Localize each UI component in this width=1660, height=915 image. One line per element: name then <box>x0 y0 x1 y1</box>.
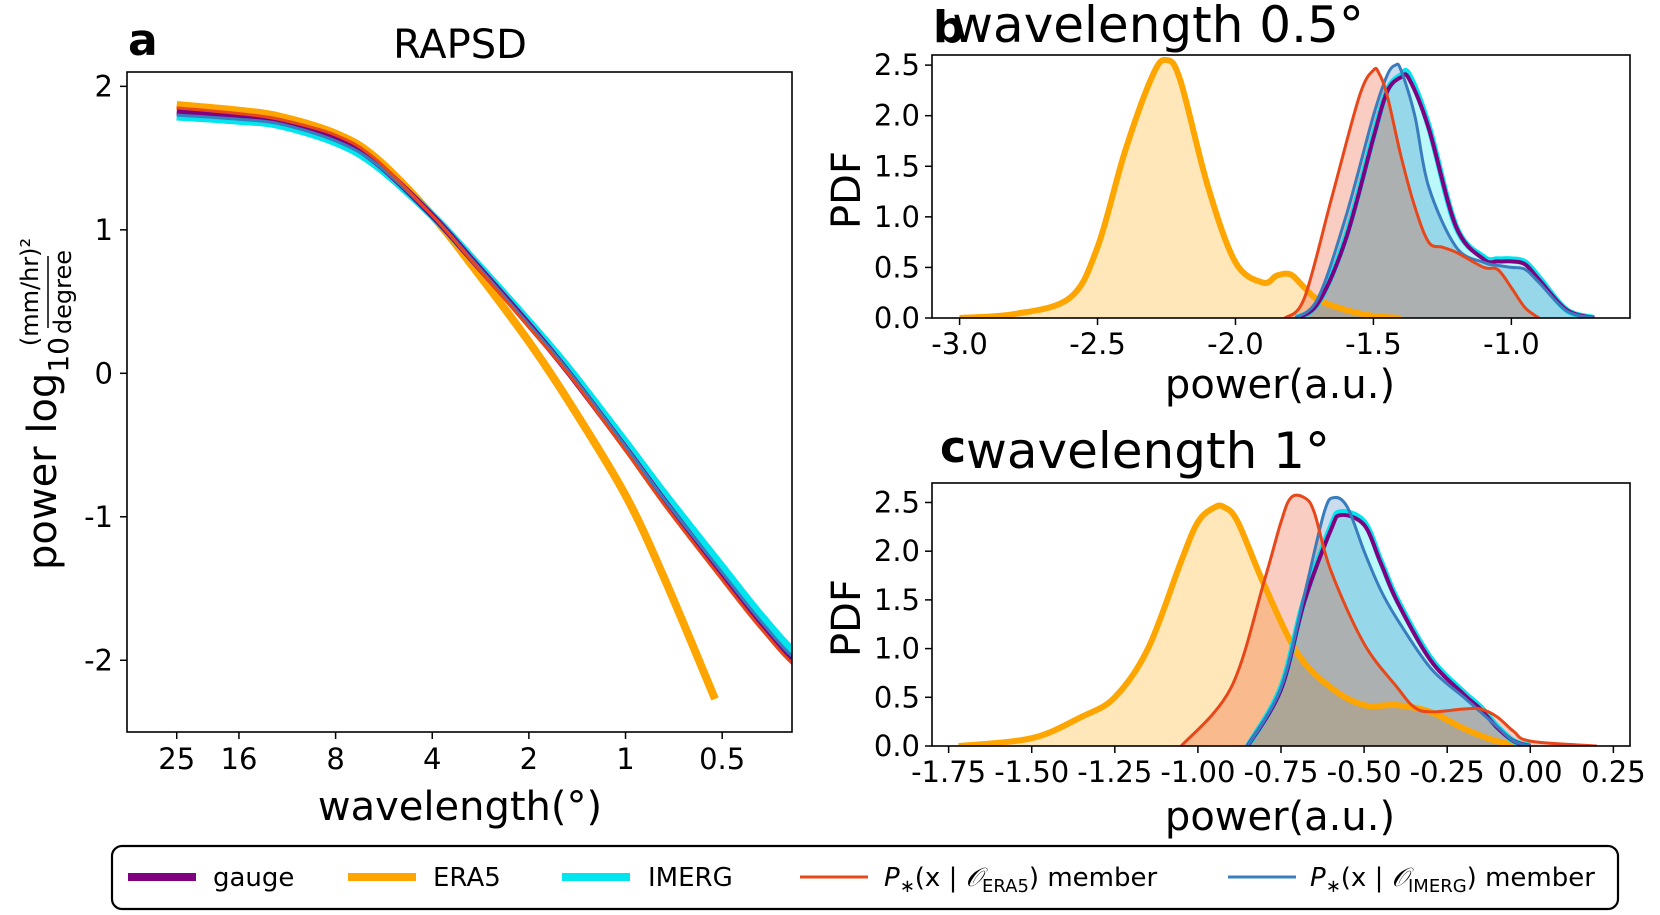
panel-a-series-member_era5 <box>176 106 792 666</box>
y-label-sub: 10 <box>42 337 75 373</box>
panel-letter-c: c <box>940 422 966 473</box>
panel-b-y-tick-label: 2.5 <box>874 48 920 82</box>
panel-a-title: RAPSD <box>393 22 527 68</box>
panel-b-x-tick-label: -3.0 <box>931 327 988 361</box>
panel-c-series-member_imerg <box>1246 495 1531 746</box>
panel-c-x-tick-label: -0.75 <box>1243 755 1318 789</box>
y-label-main: power log <box>20 373 66 570</box>
panel-a-series-member_imerg <box>176 113 792 659</box>
svg-text:power log10: power log10 <box>20 337 75 570</box>
legend: gauge ERA5 IMERG P∗(x | 𝒪ERA5) member P∗… <box>110 844 1620 911</box>
panel-letter-a: a <box>128 15 158 66</box>
panel-c-x-ticks: -1.75 -1.50 -1.25 -1.00 -0.75 -0.50 -0.25 0.00 0… <box>911 746 1646 789</box>
panel-b-title: wavelength 0.5° <box>952 0 1364 54</box>
panel-b-x-tick-label: -1.0 <box>1483 327 1540 361</box>
panel-b-y-tick-label: 2.0 <box>874 99 920 133</box>
panel-a-series-imerg <box>176 112 792 656</box>
panel-a-series-era5 <box>176 101 719 701</box>
panel-c-title: wavelength 1° <box>966 422 1330 480</box>
panel-a-y-label: power log10 (mm/hr)² degree <box>16 238 77 570</box>
panel-a-x-tick-label: 16 <box>221 742 258 776</box>
panel-a-x-tick-label: 8 <box>326 742 344 776</box>
panel-a-plot-area <box>176 101 792 701</box>
panel-c-x-tick-label: -1.00 <box>1160 755 1235 789</box>
panel-b-y-tick-label: 1.5 <box>874 149 920 183</box>
panel-b-y-label: PDF <box>824 151 870 229</box>
panel-c-series-member_era5 <box>1180 493 1597 746</box>
panel-a-y-tick-label: -1 <box>84 500 113 534</box>
panel-b-x-tick-label: -1.5 <box>1345 327 1402 361</box>
panel-c-x-label: power(a.u.) <box>1165 794 1395 840</box>
panel-a-axes-frame <box>126 71 793 733</box>
panel-a-x-tick-label: 1 <box>616 742 634 776</box>
panel-a-x-tick-label: 25 <box>158 742 195 776</box>
legend-label-era5: ERA5 <box>433 863 501 893</box>
panel-a-rapsd: a RAPSD 25 16 8 4 2 1 0.5 210-1-2 wavelength(°… <box>16 15 793 830</box>
panel-a-x-label: wavelength(°) <box>318 784 602 830</box>
panel-b-x-tick-label: -2.0 <box>1207 327 1264 361</box>
panel-c-x-tick-label: -1.75 <box>911 755 986 789</box>
panel-b-pdf-0-5: b wavelength 0.5° -3.0 -2.5 -2.0 -1.5 -1.0 0… <box>824 0 1631 408</box>
panel-a-x-ticks: 25 16 8 4 2 1 0.5 <box>158 732 745 776</box>
panel-c-y-tick-label: 1.0 <box>874 632 920 666</box>
panel-b-axes-frame <box>931 54 1631 319</box>
panel-c-x-tick-label: -1.25 <box>1077 755 1152 789</box>
panel-c-y-tick-label: 0.0 <box>874 729 920 763</box>
panel-c-pdf-1: c wavelength 1° -1.75 -1.50 -1.25 -1.00 -0.7… <box>824 422 1646 840</box>
panel-a-y-ticks: 2 1 0 -1 -2 <box>84 69 127 677</box>
panel-a-x-tick-label: 2 <box>520 742 538 776</box>
panel-b-series-gauge <box>1295 72 1595 318</box>
legend-label-gauge: gauge <box>213 863 294 893</box>
panel-c-plot-area <box>958 493 1597 746</box>
panel-c-x-tick-label: -0.25 <box>1410 755 1485 789</box>
panel-c-fill-imerg <box>1247 512 1531 746</box>
panel-c-y-tick-label: 0.5 <box>874 680 920 714</box>
panel-b-x-tick-label: -2.5 <box>1069 327 1126 361</box>
panel-a-x-tick-label: 4 <box>423 742 441 776</box>
y-label-numerator: (mm/hr)² <box>16 238 44 346</box>
panel-c-y-tick-label: 1.5 <box>874 583 920 617</box>
panel-b-x-ticks: -3.0 -2.5 -2.0 -1.5 -1.0 <box>931 318 1540 361</box>
panel-b-y-tick-label: 0.5 <box>874 250 920 284</box>
legend-label-member-imerg: P∗(x | 𝒪IMERG) member <box>1310 863 1595 897</box>
panel-c-y-ticks: 0.0 0.5 1.0 1.5 2.0 2.5 <box>874 485 932 763</box>
panel-a-y-tick-label: -2 <box>84 643 113 677</box>
panel-a-x-tick-label: 0.5 <box>699 742 745 776</box>
panel-c-x-tick-label: -0.50 <box>1327 755 1402 789</box>
y-label-denominator: degree <box>49 250 77 334</box>
legend-label-imerg: IMERG <box>648 863 733 893</box>
panel-b-plot-area <box>959 56 1595 318</box>
panel-b-fill-era5 <box>959 59 1401 318</box>
panel-b-y-ticks: 0.0 0.5 1.0 1.5 2.0 2.5 <box>874 48 932 335</box>
panel-c-y-tick-label: 2.5 <box>874 485 920 519</box>
panel-a-y-tick-label: 2 <box>95 69 113 103</box>
panel-b-y-tick-label: 0.0 <box>874 301 920 335</box>
panel-b-y-tick-label: 1.0 <box>874 200 920 234</box>
panel-c-fill-era5 <box>958 505 1531 746</box>
panel-a-y-tick-label: 1 <box>95 213 113 247</box>
panel-b-x-label: power(a.u.) <box>1165 362 1395 408</box>
panel-c-x-tick-label: -1.50 <box>994 755 1069 789</box>
panel-letter-b: b <box>933 2 965 53</box>
panel-b-fill-member_era5 <box>1285 68 1539 318</box>
panel-b-series-member_era5 <box>1284 66 1540 318</box>
panel-c-y-label: PDF <box>824 579 870 657</box>
panel-c-x-tick-label: 0.25 <box>1581 755 1646 789</box>
panel-c-x-tick-label: 0.00 <box>1498 755 1563 789</box>
panel-a-y-tick-label: 0 <box>95 356 113 390</box>
panel-c-y-tick-label: 2.0 <box>874 534 920 568</box>
panel-b-series-member_imerg <box>1295 62 1595 318</box>
